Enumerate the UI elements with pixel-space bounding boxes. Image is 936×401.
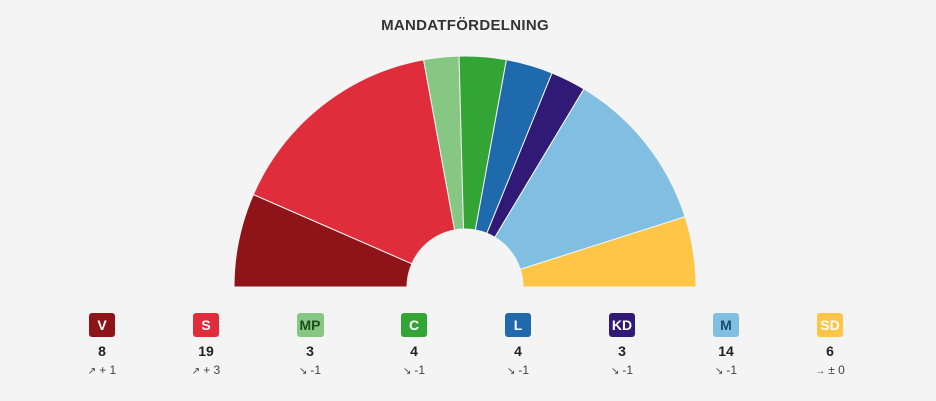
seat-count: 14	[718, 343, 734, 359]
seat-count: 19	[198, 343, 214, 359]
seat-change: ↘ -1	[686, 363, 766, 377]
seat-change: ↘ -1	[582, 363, 662, 377]
change-value: + 1	[99, 363, 117, 377]
change-value: -1	[622, 363, 634, 377]
party-badge: S	[193, 313, 219, 337]
party-badge: SD	[817, 313, 843, 337]
party-badge: V	[89, 313, 115, 337]
trend-down-icon: ↘	[298, 366, 308, 377]
seat-change: ↗ + 3	[166, 363, 246, 377]
trend-down-icon: ↘	[610, 366, 620, 377]
change-value: -1	[518, 363, 530, 377]
trend-up-icon: ↗	[87, 366, 97, 377]
seat-count: 4	[410, 343, 418, 359]
party-badge: MP	[296, 313, 324, 337]
change-value: -1	[414, 363, 426, 377]
trend-down-icon: ↘	[714, 366, 724, 377]
change-value: + 3	[203, 363, 221, 377]
change-value: -1	[726, 363, 738, 377]
trend-flat-icon: →	[815, 366, 826, 377]
legend-item-m: M 14 ↘ -1	[686, 313, 766, 377]
legend-item-c: C 4 ↘ -1	[374, 313, 454, 377]
seat-change: → ± 0	[790, 363, 870, 377]
slice-s	[252, 59, 456, 265]
parliament-chart	[233, 55, 697, 288]
seat-change: ↘ -1	[374, 363, 454, 377]
trend-down-icon: ↘	[402, 366, 412, 377]
change-value: ± 0	[828, 363, 845, 377]
party-badge: C	[401, 313, 427, 337]
legend-item-l: L 4 ↘ -1	[478, 313, 558, 377]
party-badge: L	[505, 313, 531, 337]
party-badge: M	[713, 313, 739, 337]
seat-change: ↗ + 1	[62, 363, 142, 377]
legend-item-sd: SD 6 → ± 0	[790, 313, 870, 377]
legend-item-v: V 8 ↗ + 1	[62, 313, 142, 377]
seat-change: ↘ -1	[478, 363, 558, 377]
change-value: -1	[310, 363, 322, 377]
trend-up-icon: ↗	[191, 366, 201, 377]
trend-down-icon: ↘	[506, 366, 516, 377]
seat-count: 4	[514, 343, 522, 359]
seat-count: 6	[826, 343, 834, 359]
seat-count: 8	[98, 343, 106, 359]
seat-change: ↘ -1	[270, 363, 350, 377]
chart-title: MANDATFÖRDELNING	[381, 17, 549, 34]
seat-count: 3	[306, 343, 314, 359]
slice-m	[494, 88, 686, 270]
legend-item-kd: KD 3 ↘ -1	[582, 313, 662, 377]
seat-count: 3	[618, 343, 626, 359]
party-badge: KD	[608, 313, 636, 337]
slice-sd	[519, 216, 697, 288]
legend-item-mp: MP 3 ↘ -1	[270, 313, 350, 377]
legend-item-s: S 19 ↗ + 3	[166, 313, 246, 377]
